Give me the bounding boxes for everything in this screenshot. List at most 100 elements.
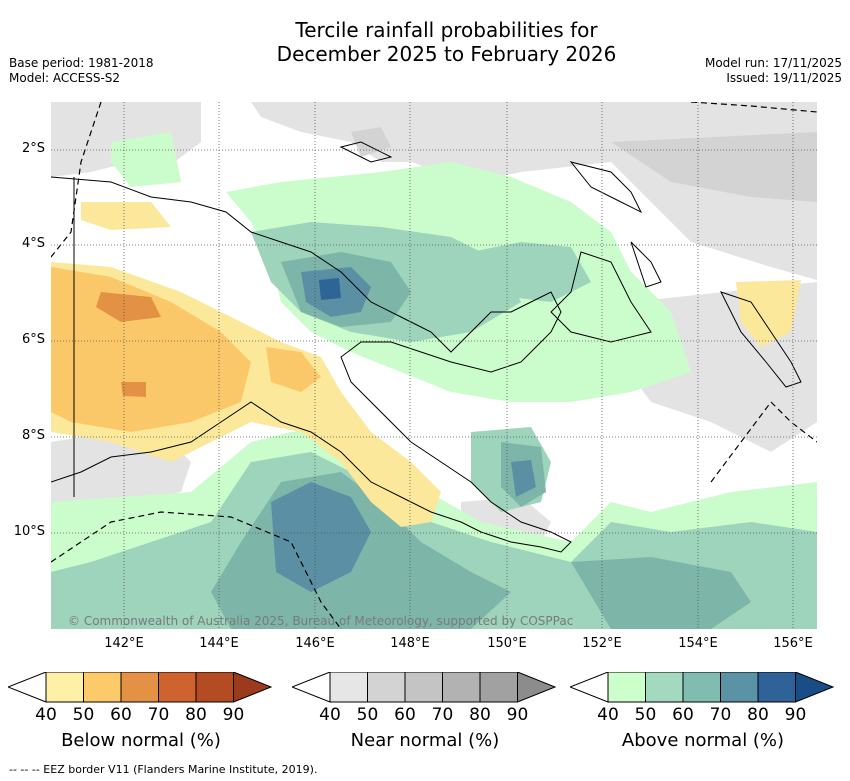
- legend-near-normal: 40 50 60 70 80 90: [290, 671, 558, 736]
- eez-footnote: -- -- -- EEZ border V11 (Flanders Marine…: [9, 763, 318, 776]
- colorbar-tick-label: 50: [357, 705, 379, 725]
- meta-left: Base period: 1981-2018 Model: ACCESS-S2: [9, 56, 154, 86]
- new-britain-outline: [550, 251, 652, 343]
- solomon-outline: [720, 291, 802, 388]
- eez-south: [51, 511, 342, 629]
- lon-label: 150°E: [487, 636, 527, 651]
- legend-near-title: Near normal (%): [350, 730, 500, 751]
- bougainville-outline: [630, 241, 662, 288]
- colorbar-swatch: [367, 671, 406, 703]
- colorbar-tick-label: 80: [469, 705, 491, 725]
- title-line-2: December 2025 to February 2026: [276, 42, 617, 66]
- colorbar-tick-label: 60: [672, 705, 694, 725]
- colorbar-tick-label: 40: [597, 705, 619, 725]
- colorbar-swatch: [442, 671, 481, 703]
- colorbar-tick-label: 70: [710, 705, 732, 725]
- copyright-notice: © Commonwealth of Australia 2025, Bureau…: [68, 614, 573, 628]
- colorbar-max-arrow: [517, 671, 557, 703]
- below-region-nw-strip: [81, 202, 171, 230]
- meta-right: Model run: 17/11/2025 Issued: 19/11/2025: [705, 56, 842, 86]
- title-line-1: Tercile rainfall probabilities for: [295, 18, 598, 42]
- near-region-islands: [351, 127, 391, 157]
- colorbar-tick-label: 90: [507, 705, 529, 725]
- colorbar-swatch: [83, 671, 122, 703]
- colorbar-swatch: [404, 671, 443, 703]
- colorbar-tick-label: 50: [73, 705, 95, 725]
- below60-core-1: [96, 292, 161, 322]
- below-normal-regions: [51, 202, 801, 527]
- colorbar-near: 40 50 60 70 80 90: [290, 671, 557, 725]
- eez-northeast: [690, 102, 817, 113]
- colorbar-tick-label: 60: [394, 705, 416, 725]
- coastlines: [51, 141, 802, 553]
- legend-below-title: Below normal (%): [61, 730, 221, 751]
- colorbar-swatch: [45, 671, 84, 703]
- colorbar-swatch: [607, 671, 646, 703]
- eez-west: [51, 102, 102, 258]
- gridlines: [51, 102, 817, 629]
- above50-northeast: [471, 242, 591, 302]
- lon-label: 148°E: [390, 636, 430, 651]
- above70-east: [511, 460, 536, 497]
- lat-label: 6°S: [21, 332, 45, 347]
- manus-outline: [339, 141, 393, 163]
- colorbar-min-arrow: [568, 671, 609, 703]
- colorbar-swatch: [720, 671, 759, 703]
- lon-label: 142°E: [104, 636, 144, 651]
- above70-south: [271, 482, 371, 592]
- near-region-ne-dark: [611, 132, 817, 202]
- below60-core-2: [121, 382, 146, 397]
- map-panel: © Commonwealth of Australia 2025, Bureau…: [51, 102, 817, 629]
- colorbar-tick-label: 70: [148, 705, 170, 725]
- colorbar-swatch: [120, 671, 159, 703]
- above80-core: [319, 278, 341, 300]
- colorbar-swatch: [158, 671, 197, 703]
- lon-label: 156°E: [773, 636, 813, 651]
- colorbar-tick-label: 40: [35, 705, 57, 725]
- colorbar-tick-label: 60: [110, 705, 132, 725]
- colorbar-tick-label: 90: [223, 705, 245, 725]
- issued-date: Issued: 19/11/2025: [726, 71, 842, 85]
- lat-label: 2°S: [21, 141, 45, 156]
- colorbar-max-arrow: [233, 671, 273, 703]
- colorbar-swatch: [682, 671, 721, 703]
- colorbar-tick-label: 50: [635, 705, 657, 725]
- colorbar-swatch: [195, 671, 234, 703]
- eez-east: [710, 401, 817, 483]
- colorbar-swatch: [645, 671, 684, 703]
- colorbar-tick-label: 40: [319, 705, 341, 725]
- colorbar-tick-label: 80: [747, 705, 769, 725]
- above-region-nw-patch: [111, 132, 181, 187]
- colorbar-min-arrow: [290, 671, 331, 703]
- colorbar-swatch: [329, 671, 368, 703]
- below-region-east: [736, 280, 801, 347]
- lat-label: 10°S: [13, 524, 45, 539]
- legend-below-normal: 40 50 60 70 80 90: [6, 671, 274, 736]
- map-title: Tercile rainfall probabilities for Decem…: [0, 18, 850, 66]
- new-ireland-outline: [569, 161, 643, 214]
- model-name: Model: ACCESS-S2: [9, 71, 121, 85]
- colorbar-tick-label: 90: [785, 705, 807, 725]
- lon-label: 146°E: [295, 636, 335, 651]
- above60-southeast: [571, 557, 751, 629]
- lat-label: 8°S: [21, 428, 45, 443]
- lon-label: 152°E: [582, 636, 622, 651]
- legend-above-normal: 40 50 60 70 80 90: [568, 671, 836, 736]
- lat-label: 4°S: [21, 236, 45, 251]
- colorbar-tick-label: 70: [432, 705, 454, 725]
- above-normal-regions: [51, 132, 817, 629]
- colorbar-tick-label: 80: [185, 705, 207, 725]
- legend-above-title: Above normal (%): [621, 730, 785, 751]
- colorbar-below: 40 50 60 70 80 90: [6, 671, 273, 725]
- lon-label: 154°E: [678, 636, 718, 651]
- colorbar-max-arrow: [795, 671, 835, 703]
- eez-borders: [51, 102, 817, 629]
- colorbar-swatch: [479, 671, 518, 703]
- base-period: Base period: 1981-2018: [9, 56, 154, 70]
- model-run: Model run: 17/11/2025: [704, 56, 842, 70]
- lon-label: 144°E: [199, 636, 239, 651]
- below50-central: [266, 347, 321, 392]
- png-mainland-outline: [51, 176, 572, 553]
- colorbar-min-arrow: [6, 671, 47, 703]
- colorbar-above: 40 50 60 70 80 90: [568, 671, 835, 725]
